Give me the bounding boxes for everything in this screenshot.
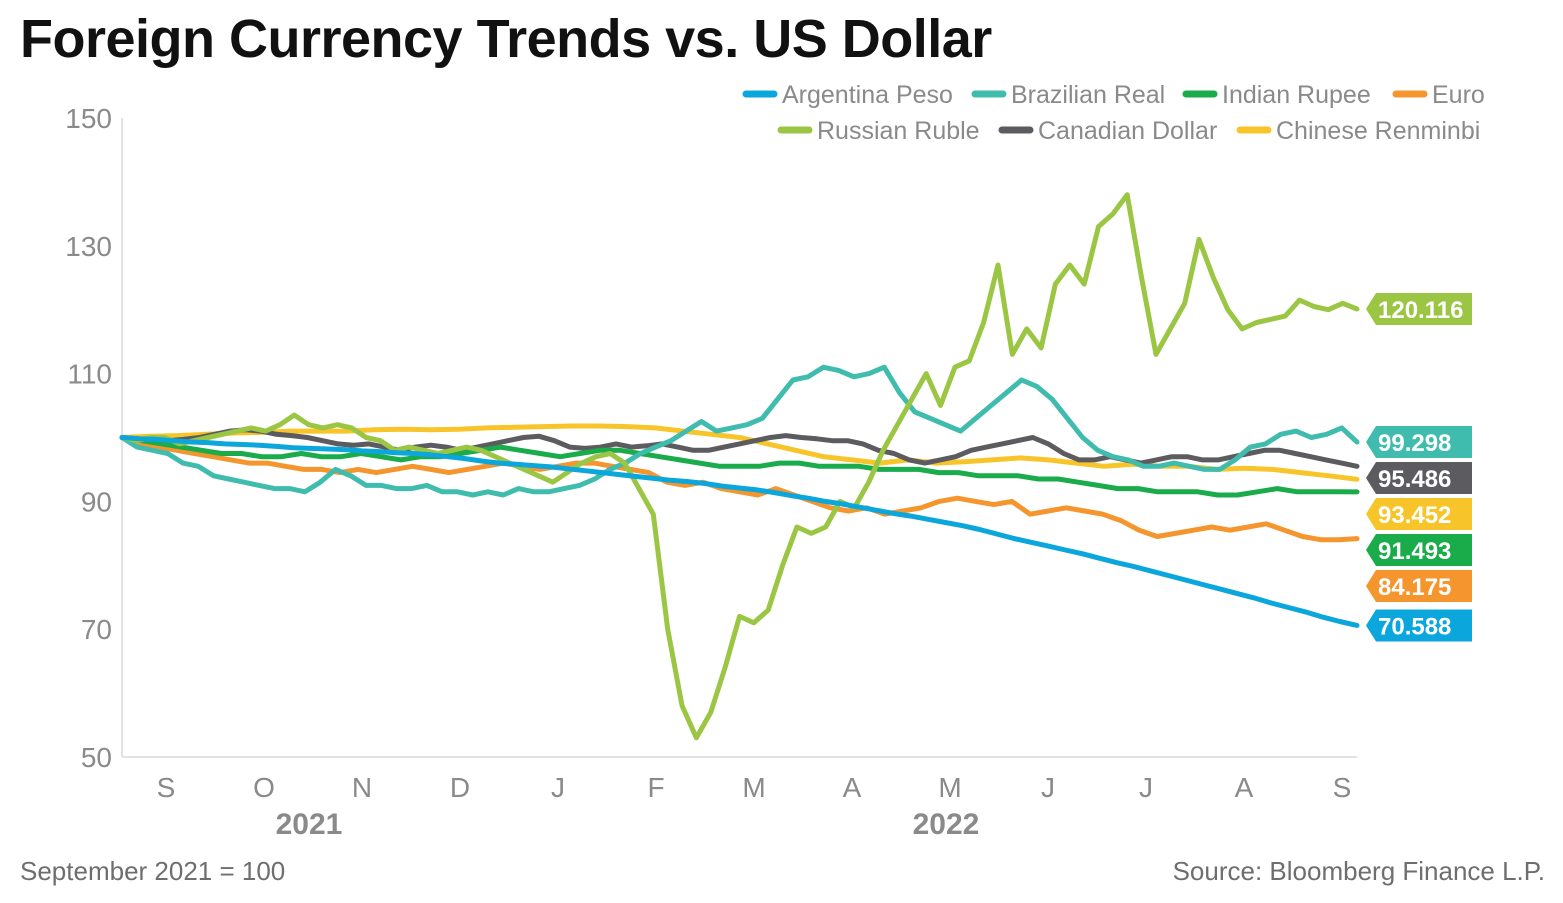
x-tick-label: J bbox=[1041, 772, 1055, 803]
y-tick-label: 130 bbox=[65, 231, 112, 262]
x-tick-label: A bbox=[843, 772, 862, 803]
series-line bbox=[119, 435, 1360, 498]
year-label: 2021 bbox=[276, 808, 343, 841]
series-lines bbox=[119, 192, 1360, 741]
legend-label: Chinese Renminbi bbox=[1276, 117, 1480, 145]
series-line bbox=[119, 435, 1360, 543]
end-value-label: 93.452 bbox=[1378, 502, 1451, 529]
index-note: September 2021 = 100 bbox=[20, 856, 286, 886]
x-tick-label: J bbox=[551, 772, 565, 803]
x-tick-label: A bbox=[1235, 772, 1254, 803]
legend-label: Brazilian Real bbox=[1011, 81, 1165, 109]
end-value-tag bbox=[1366, 425, 1472, 458]
x-tick-label: S bbox=[1333, 772, 1352, 803]
y-tick-label: 50 bbox=[81, 742, 112, 773]
legend-label: Canadian Dollar bbox=[1038, 117, 1217, 145]
legend-label: Euro bbox=[1432, 81, 1485, 109]
end-value-tag bbox=[1366, 461, 1472, 494]
y-tick-label: 150 bbox=[65, 103, 112, 134]
end-value-tag bbox=[1366, 609, 1472, 642]
y-tick-label: 110 bbox=[67, 359, 112, 390]
end-value-tag bbox=[1366, 569, 1472, 602]
source-note: Source: Bloomberg Finance L.P. bbox=[1172, 856, 1545, 886]
legend-label: Russian Ruble bbox=[817, 117, 980, 145]
chart-title: Foreign Currency Trends vs. US Dollar bbox=[20, 9, 992, 69]
y-tick-label: 90 bbox=[81, 486, 112, 517]
end-value-label: 120.116 bbox=[1378, 297, 1463, 324]
x-tick-label: N bbox=[352, 772, 372, 803]
end-value-label: 95.486 bbox=[1378, 466, 1451, 493]
legend: Argentina Peso Brazilian Real Indian Rupee… bbox=[742, 81, 1485, 145]
x-tick-label: J bbox=[1139, 772, 1153, 803]
x-tick-label: F bbox=[647, 772, 664, 803]
legend-label: Argentina Peso bbox=[782, 81, 953, 109]
series-line bbox=[119, 435, 1360, 628]
end-labels: 120.116 99.298 95.486 93.452 91.493 84.175 70.… bbox=[1366, 292, 1472, 642]
end-value-tag bbox=[1366, 497, 1472, 530]
end-value-label: 84.175 bbox=[1378, 574, 1451, 601]
axes: 50 70 90 110 130 150 S O N D J F M A M J J A S 2021 2022 bbox=[65, 103, 1357, 841]
series-line bbox=[119, 192, 1360, 741]
x-tick-label: S bbox=[157, 772, 176, 803]
x-tick-label: O bbox=[253, 772, 275, 803]
end-value-tag bbox=[1366, 533, 1472, 566]
legend-label: Indian Rupee bbox=[1222, 81, 1371, 109]
series-line bbox=[119, 427, 1360, 469]
x-tick-label: M bbox=[742, 772, 765, 803]
series-line bbox=[119, 364, 1360, 498]
x-tick-label: D bbox=[450, 772, 470, 803]
end-value-label: 70.588 bbox=[1378, 613, 1451, 640]
end-value-tag bbox=[1366, 292, 1472, 325]
y-tick-label: 70 bbox=[81, 614, 112, 645]
year-label: 2022 bbox=[913, 808, 980, 841]
end-value-label: 91.493 bbox=[1378, 538, 1451, 565]
x-tick-label: M bbox=[938, 772, 961, 803]
end-value-label: 99.298 bbox=[1378, 430, 1451, 457]
